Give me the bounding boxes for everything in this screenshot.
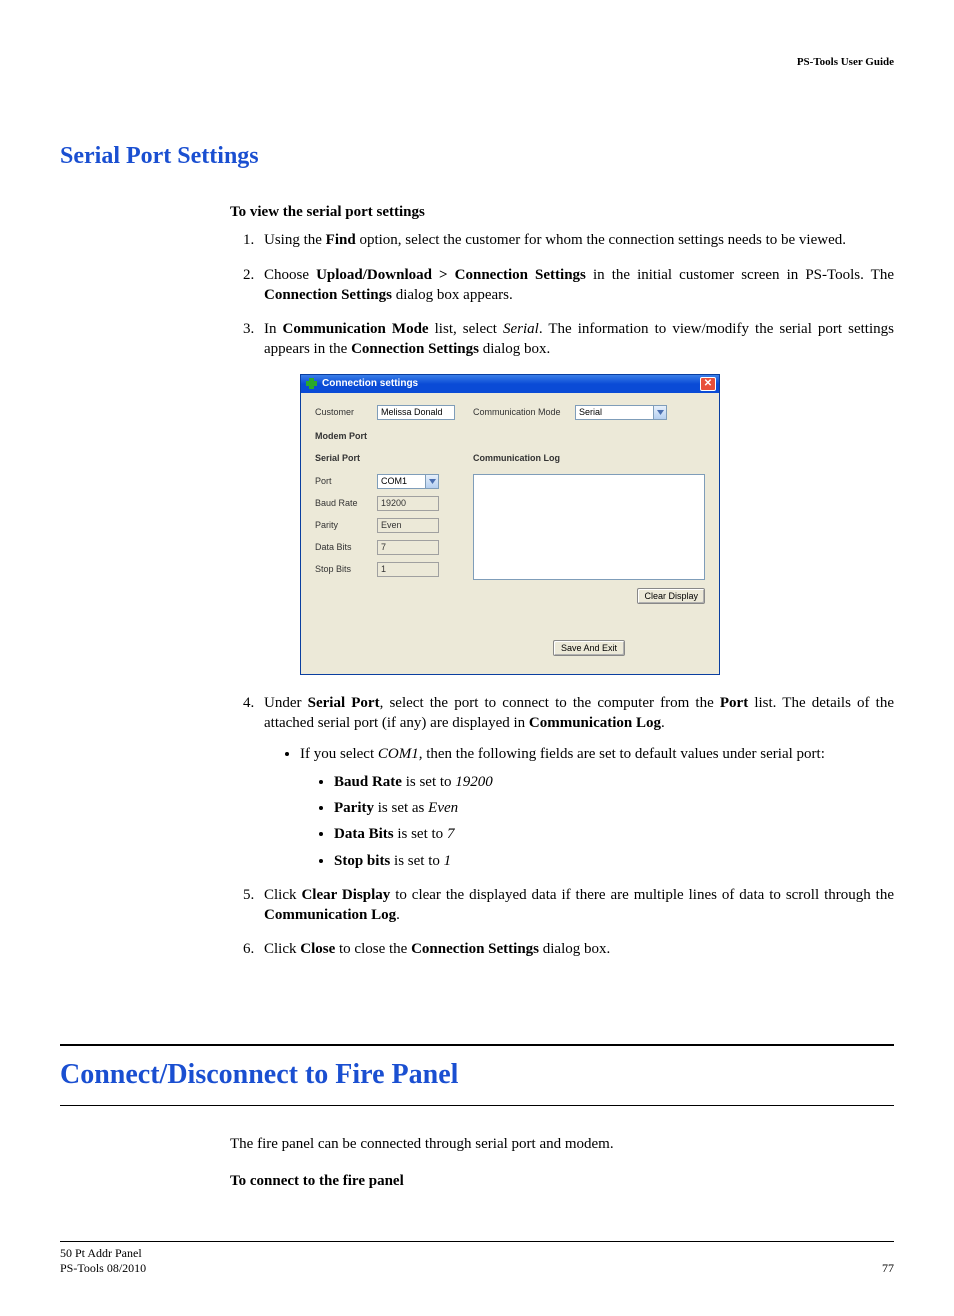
port-select[interactable]: COM1 xyxy=(377,474,439,489)
commmode-value: Serial xyxy=(579,406,602,418)
clear-display-button[interactable]: Clear Display xyxy=(637,588,705,604)
customer-field[interactable]: Melissa Donald xyxy=(377,405,455,420)
section-heading-connect-disconnect: Connect/Disconnect to Fire Panel xyxy=(60,1056,894,1094)
step-list: Using the Find option, select the custom… xyxy=(230,230,894,959)
connection-settings-dialog: Connection settings ✕ Customer Melissa D… xyxy=(300,374,720,675)
databits-label: Data Bits xyxy=(315,541,377,553)
save-and-exit-button[interactable]: Save And Exit xyxy=(553,640,625,656)
customer-label: Customer xyxy=(315,406,377,418)
commmode-label: Communication Mode xyxy=(473,406,575,418)
fire-panel-para: The fire panel can be connected through … xyxy=(230,1134,894,1154)
default-databits: Data Bits is set to 7 xyxy=(334,824,894,844)
default-parity: Parity is set as Even xyxy=(334,798,894,818)
dialog-titlebar: Connection settings ✕ xyxy=(301,375,719,393)
parity-field: Even xyxy=(377,518,439,533)
footer-line2: PS-Tools 08/2010 xyxy=(60,1261,146,1276)
step-4-sub: If you select COM1, then the following f… xyxy=(300,744,894,871)
footer-line1: 50 Pt Addr Panel xyxy=(60,1246,146,1261)
baudrate-field: 19200 xyxy=(377,496,439,511)
subheading-connect-fire-panel: To connect to the fire panel xyxy=(230,1171,894,1191)
page-footer: 50 Pt Addr Panel PS-Tools 08/2010 77 xyxy=(60,1241,894,1276)
close-icon[interactable]: ✕ xyxy=(700,377,716,391)
databits-field: 7 xyxy=(377,540,439,555)
doc-header-title: PS-Tools User Guide xyxy=(60,55,894,70)
step-3: In Communication Mode list, select Seria… xyxy=(258,319,894,675)
dialog-title: Connection settings xyxy=(322,377,418,391)
step-6: Click Close to close the Connection Sett… xyxy=(258,939,894,959)
serial-port-section: Serial Port xyxy=(315,452,473,464)
step-5: Click Clear Display to clear the display… xyxy=(258,885,894,926)
stopbits-field: 1 xyxy=(377,562,439,577)
app-icon xyxy=(306,378,317,389)
default-stopbits: Stop bits is set to 1 xyxy=(334,851,894,871)
commlog-label: Communication Log xyxy=(473,452,705,464)
chevron-down-icon xyxy=(425,475,438,488)
stopbits-label: Stop Bits xyxy=(315,563,377,575)
baudrate-label: Baud Rate xyxy=(315,497,377,509)
subheading-view-serial: To view the serial port settings xyxy=(230,202,894,222)
divider-top xyxy=(60,1044,894,1046)
step-4: Under Serial Port, select the port to co… xyxy=(258,693,894,871)
default-baud: Baud Rate is set to 19200 xyxy=(334,772,894,792)
port-label: Port xyxy=(315,475,377,487)
step-2: Choose Upload/Download > Connection Sett… xyxy=(258,265,894,306)
chevron-down-icon xyxy=(653,406,666,419)
page-number: 77 xyxy=(882,1260,894,1276)
parity-label: Parity xyxy=(315,519,377,531)
section-heading-serial-port: Serial Port Settings xyxy=(60,140,894,172)
communication-log xyxy=(473,474,705,580)
step-1: Using the Find option, select the custom… xyxy=(258,230,894,250)
modem-port-section: Modem Port xyxy=(315,430,705,442)
commmode-select[interactable]: Serial xyxy=(575,405,667,420)
